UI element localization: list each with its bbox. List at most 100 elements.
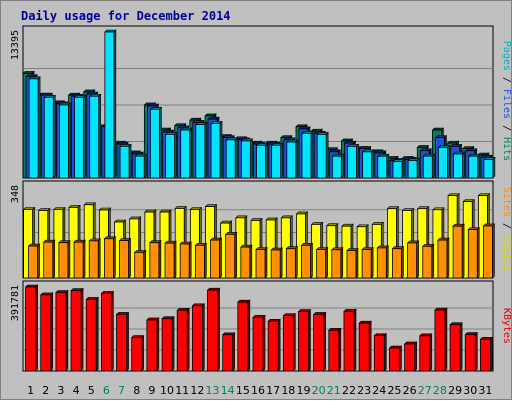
panel-visits-legend-item-0: Sites	[501, 187, 512, 217]
bar-visits-sites-13	[209, 237, 223, 279]
bar-traffic-pages-27	[422, 153, 435, 179]
bar-visits-sites-1	[27, 243, 41, 279]
bar-kbytes-kbytes-16	[252, 314, 266, 372]
bar-visits-sites-19	[300, 242, 314, 279]
x-tick-day-19: 19	[296, 384, 310, 397]
x-tick-day-13: 13	[206, 384, 220, 397]
bar-visits-sites-14	[224, 231, 238, 279]
bar-kbytes-kbytes-13	[206, 287, 221, 372]
bar-visits-sites-15	[240, 244, 253, 279]
panel-traffic-legend-item-3: /	[501, 119, 512, 137]
series-kbytes-kbytes	[24, 284, 494, 372]
bar-traffic-pages-15	[240, 138, 254, 179]
bar-kbytes-kbytes-8	[130, 334, 145, 372]
x-tick-day-22: 22	[342, 384, 356, 397]
bar-traffic-pages-19	[301, 130, 314, 179]
bar-kbytes-kbytes-25	[388, 345, 403, 372]
series-visits-visits	[22, 192, 491, 279]
bar-visits-sites-9	[149, 239, 162, 279]
x-tick-day-21: 21	[327, 384, 341, 397]
bar-kbytes-kbytes-21	[328, 327, 342, 372]
bar-traffic-pages-4	[73, 94, 87, 179]
bar-visits-sites-31	[482, 223, 496, 279]
panel-visits-max-label: 348	[10, 185, 21, 203]
bar-kbytes-kbytes-11	[176, 307, 190, 372]
bar-kbytes-kbytes-18	[282, 312, 297, 372]
bar-traffic-pages-5	[89, 93, 102, 179]
bar-visits-sites-2	[43, 239, 56, 279]
bar-traffic-pages-30	[468, 153, 481, 179]
bar-traffic-pages-8	[134, 153, 147, 179]
bar-traffic-pages-26	[407, 157, 420, 179]
x-tick-day-14: 14	[221, 384, 235, 397]
bar-kbytes-kbytes-4	[70, 287, 84, 372]
x-tick-day-4: 4	[73, 384, 80, 397]
bar-kbytes-kbytes-3	[55, 289, 69, 372]
bar-visits-sites-5	[88, 238, 101, 279]
bar-kbytes-kbytes-31	[479, 336, 494, 372]
bar-kbytes-kbytes-9	[146, 317, 160, 372]
bar-visits-sites-3	[58, 239, 71, 279]
x-tick-day-3: 3	[57, 384, 64, 397]
bar-visits-sites-26	[406, 240, 420, 279]
bar-kbytes-kbytes-24	[373, 332, 388, 372]
bar-kbytes-kbytes-14	[221, 332, 236, 372]
bar-kbytes-kbytes-10	[161, 315, 175, 372]
bar-kbytes-kbytes-30	[464, 331, 478, 372]
chart-panels: 13395 Pages / Files / Hits 348 Sites / Visi…	[10, 25, 512, 372]
panel-traffic-legend-item-2: Files	[501, 89, 512, 119]
bar-kbytes-kbytes-22	[343, 308, 357, 372]
bar-kbytes-kbytes-28	[434, 307, 448, 372]
x-tick-day-26: 26	[403, 384, 417, 397]
panel-traffic-max-label: 13395	[10, 30, 21, 60]
bar-traffic-pages-31	[483, 156, 496, 179]
bar-visits-sites-4	[73, 239, 86, 279]
x-tick-day-15: 15	[236, 384, 250, 397]
bar-kbytes-kbytes-19	[297, 308, 312, 372]
bar-traffic-pages-21	[331, 153, 345, 179]
x-tick-day-2: 2	[42, 384, 49, 397]
panel-traffic-legend-item-1: /	[501, 71, 512, 89]
x-tick-day-29: 29	[448, 384, 462, 397]
bar-visits-sites-30	[467, 226, 480, 279]
x-tick-day-28: 28	[433, 384, 447, 397]
bar-visits-sites-29	[452, 223, 465, 279]
panel-kbytes-legend-item-0: KBytes	[501, 308, 512, 344]
panel-visits: 348 Sites / Visits	[10, 180, 512, 279]
bar-traffic-pages-23	[361, 149, 375, 179]
panel-traffic-legend: Pages / Files / Hits	[501, 41, 512, 161]
panel-visits-legend-item-2: Visits	[501, 235, 512, 271]
x-tick-day-31: 31	[478, 384, 492, 397]
x-tick-day-17: 17	[266, 384, 280, 397]
bar-kbytes-kbytes-12	[191, 303, 206, 372]
x-tick-day-6: 6	[103, 384, 110, 397]
bar-visits-sites-27	[422, 243, 435, 279]
bar-traffic-pages-9	[149, 106, 163, 179]
bar-visits-sites-17	[270, 247, 283, 279]
x-tick-day-30: 30	[463, 384, 477, 397]
bar-kbytes-kbytes-15	[237, 299, 251, 372]
bar-traffic-pages-10	[164, 131, 178, 179]
bar-kbytes-kbytes-26	[403, 341, 418, 372]
bar-kbytes-kbytes-17	[267, 318, 281, 372]
bar-traffic-pages-6	[104, 29, 117, 179]
bar-traffic-pages-3	[58, 102, 72, 179]
bar-traffic-pages-25	[392, 158, 405, 179]
series-visits-sites	[27, 223, 496, 279]
panel-kbytes: 391781 KBytes	[10, 280, 512, 372]
x-tick-day-10: 10	[160, 384, 174, 397]
x-tick-day-7: 7	[118, 384, 125, 397]
x-tick-day-8: 8	[133, 384, 140, 397]
bar-kbytes-kbytes-5	[85, 296, 99, 372]
bar-visits-sites-20	[315, 246, 329, 279]
bar-traffic-pages-18	[286, 139, 299, 179]
bar-traffic-pages-20	[316, 131, 329, 179]
series-traffic-pages	[28, 29, 496, 179]
bar-visits-sites-18	[285, 245, 299, 279]
bar-traffic-pages-17	[270, 142, 284, 179]
bar-traffic-pages-13	[210, 120, 223, 179]
bar-visits-sites-12	[194, 242, 208, 279]
panel-kbytes-max-label: 391781	[10, 285, 21, 321]
